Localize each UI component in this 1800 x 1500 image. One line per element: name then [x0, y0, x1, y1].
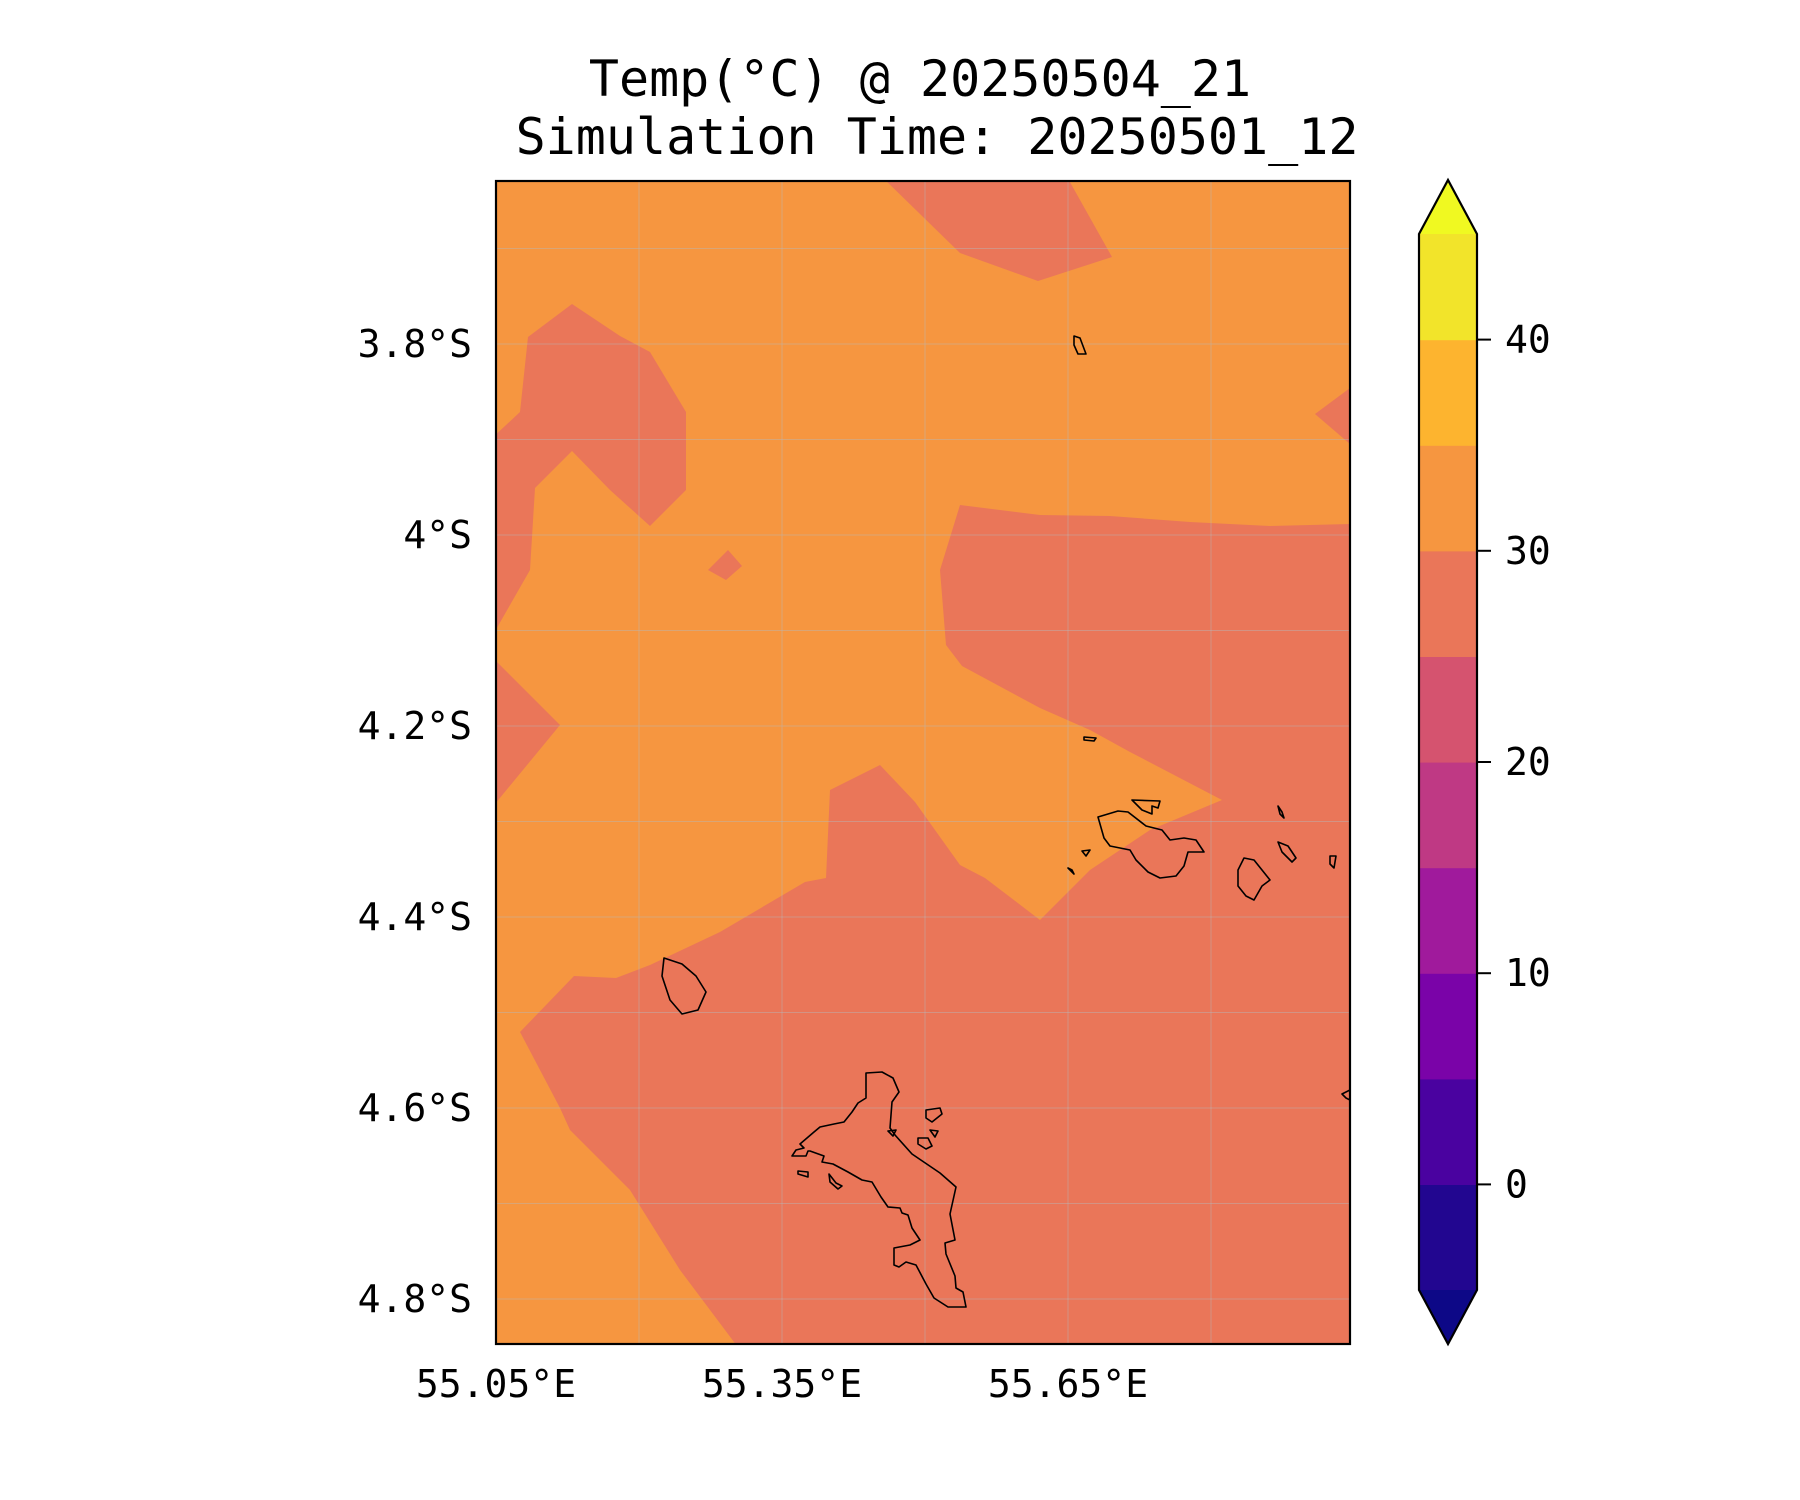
map-gridlines: [496, 181, 1350, 1344]
contour-region-southeast: [520, 505, 1350, 1344]
map-plot-area: [496, 181, 1350, 1344]
coastline-mahe-islet-3: [828, 1173, 843, 1190]
colorbar-level: [1419, 867, 1477, 974]
colorbar-level: [1419, 234, 1477, 341]
coastline-mahe-islet-1: [887, 1129, 897, 1137]
colorbar-level: [1419, 656, 1477, 763]
map-frame: [494, 179, 1352, 1346]
coastline-islet-ste-anne-2: [917, 1137, 933, 1150]
coastline-praslin-islet-2: [1067, 867, 1075, 875]
map-title-line-1: Temp(°C) @ 20250504_21: [589, 50, 1251, 108]
map-title-line-2: Simulation Time: 20250501_12: [516, 108, 1359, 166]
colorbar-tick-label: 20: [1505, 740, 1551, 784]
coastline-felicite-island: [1277, 841, 1297, 863]
colorbar-tick-label: 30: [1505, 529, 1551, 573]
coastline-la-digue-island: [1237, 857, 1271, 901]
coastline-mahe-island: [791, 1071, 967, 1308]
coastlines: [661, 335, 1350, 1308]
lon-tick-label: 55.35°E: [702, 1362, 862, 1406]
coastline-islet-east-1: [1329, 855, 1337, 869]
contour-region-east-edge: [1315, 388, 1350, 444]
lat-tick-label: 4.4°S: [358, 895, 472, 939]
coastline-islet-ste-anne-1: [925, 1107, 943, 1123]
coastline-islet-central: [1083, 736, 1097, 742]
colorbar-level: [1419, 762, 1477, 869]
lat-tick-label: 4.2°S: [358, 704, 472, 748]
coastline-silhouette-island: [661, 957, 707, 1015]
lat-tick-label: 3.8°S: [358, 322, 472, 366]
coastline-curieuse-island: [1131, 799, 1161, 815]
contour-region-northwest: [496, 304, 686, 630]
colorbar-level: [1419, 1184, 1477, 1291]
coastline-mahe-islet-2: [797, 1170, 809, 1178]
contour-region-small-patch: [708, 550, 742, 580]
coastline-islet-north-1: [1277, 805, 1285, 819]
contour-region-north: [886, 181, 1112, 281]
lat-tick-label: 4.6°S: [358, 1086, 472, 1130]
lat-axis-labels: 3.8°S 4°S 4.2°S 4.4°S 4.6°S 4.8°S: [358, 322, 472, 1321]
colorbar-extend-max: [1419, 180, 1477, 234]
colorbar-level: [1419, 445, 1477, 552]
coastline-islet-east-edge: [1341, 1089, 1350, 1101]
colorbar-tick-label: 40: [1505, 318, 1551, 362]
coastline-praslin-island: [1097, 810, 1205, 879]
colorbar-level: [1419, 339, 1477, 446]
colorbar-tick-label: 0: [1505, 1162, 1528, 1206]
lon-axis-labels: 55.05°E 55.35°E 55.65°E: [416, 1362, 1148, 1406]
lat-tick-label: 4.8°S: [358, 1277, 472, 1321]
coastline-praslin-islet-1: [1081, 849, 1091, 857]
lon-tick-label: 55.65°E: [988, 1362, 1148, 1406]
colorbar-level: [1419, 550, 1477, 657]
coastline-islet-aride: [1073, 335, 1087, 355]
colorbar-level: [1419, 1078, 1477, 1185]
colorbar-tick-label: 10: [1505, 951, 1551, 995]
lat-tick-label: 4°S: [403, 513, 472, 557]
contour-region-west: [496, 661, 560, 803]
colorbar-level: [1419, 973, 1477, 1080]
colorbar-extend-min: [1419, 1290, 1477, 1344]
colorbar-outline: [1417, 177, 1479, 1347]
colorbar: 0 10 20 30 40: [1417, 177, 1551, 1347]
contour-fills-25-30: [496, 181, 1350, 1344]
lon-tick-label: 55.05°E: [416, 1362, 576, 1406]
coastline-islet-ste-anne-3: [929, 1129, 939, 1138]
